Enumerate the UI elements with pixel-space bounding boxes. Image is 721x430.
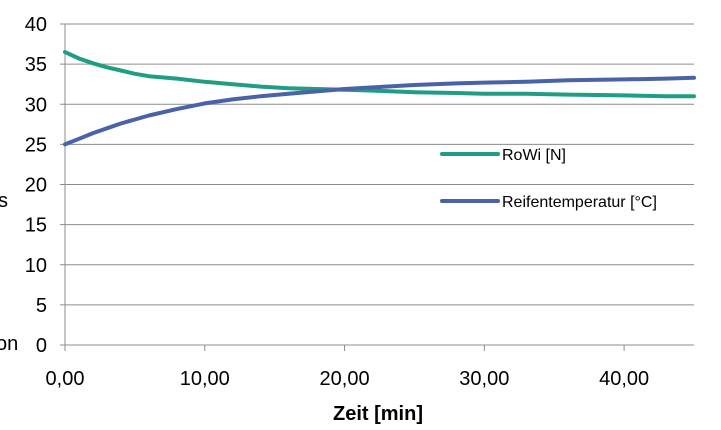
clipped-text-fragment: s	[0, 190, 8, 212]
legend-label: Reifentemperatur [°C]	[502, 194, 657, 211]
series-line-rowi	[63, 50, 696, 99]
grid-lines	[65, 23, 694, 306]
y-tick-label: 0	[36, 335, 47, 357]
series-line-reifentemperatur	[63, 75, 696, 147]
y-tick-label: 35	[25, 54, 47, 76]
legend-label: RoWi [N]	[502, 147, 566, 164]
x-tick-label: 20,00	[320, 368, 370, 390]
x-axis-label: Zeit [min]	[333, 403, 423, 425]
y-tick-label: 25	[25, 134, 47, 156]
x-tick-label: 40,00	[599, 368, 649, 390]
y-tick-label: 40	[25, 14, 47, 36]
x-tick-label: 30,00	[459, 368, 509, 390]
x-tick-label: 10,00	[180, 368, 230, 390]
series-lines	[63, 50, 696, 147]
x-axis-ticks: 0,00 10,00 20,00 30,00 40,00	[46, 345, 649, 390]
y-tick-label: 10	[25, 255, 47, 277]
y-tick-label: 30	[25, 94, 47, 116]
y-tick-label: 15	[25, 215, 47, 237]
y-tick-label: 5	[36, 295, 47, 317]
y-axis-ticks: 0 5 10 15 20 25 30 35 40	[25, 14, 65, 357]
clipped-text-fragment: on	[0, 333, 18, 355]
legend: RoWi [N] Reifentemperatur [°C]	[440, 147, 657, 211]
x-tick-label: 0,00	[46, 368, 85, 390]
y-tick-label: 20	[25, 175, 47, 197]
